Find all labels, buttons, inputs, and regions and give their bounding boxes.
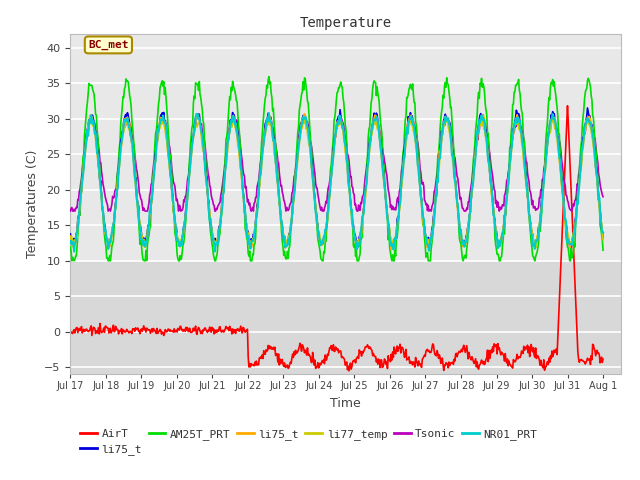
Y-axis label: Temperatures (C): Temperatures (C) <box>26 150 39 258</box>
Bar <box>70 261 621 374</box>
Title: Temperature: Temperature <box>300 16 392 30</box>
Bar <box>70 34 621 261</box>
X-axis label: Time: Time <box>330 397 361 410</box>
Legend: AirT, li75_t, AM25T_PRT, li75_t, li77_temp, Tsonic, NR01_PRT: AirT, li75_t, AM25T_PRT, li75_t, li77_te… <box>76 424 542 460</box>
Text: BC_met: BC_met <box>88 40 129 50</box>
